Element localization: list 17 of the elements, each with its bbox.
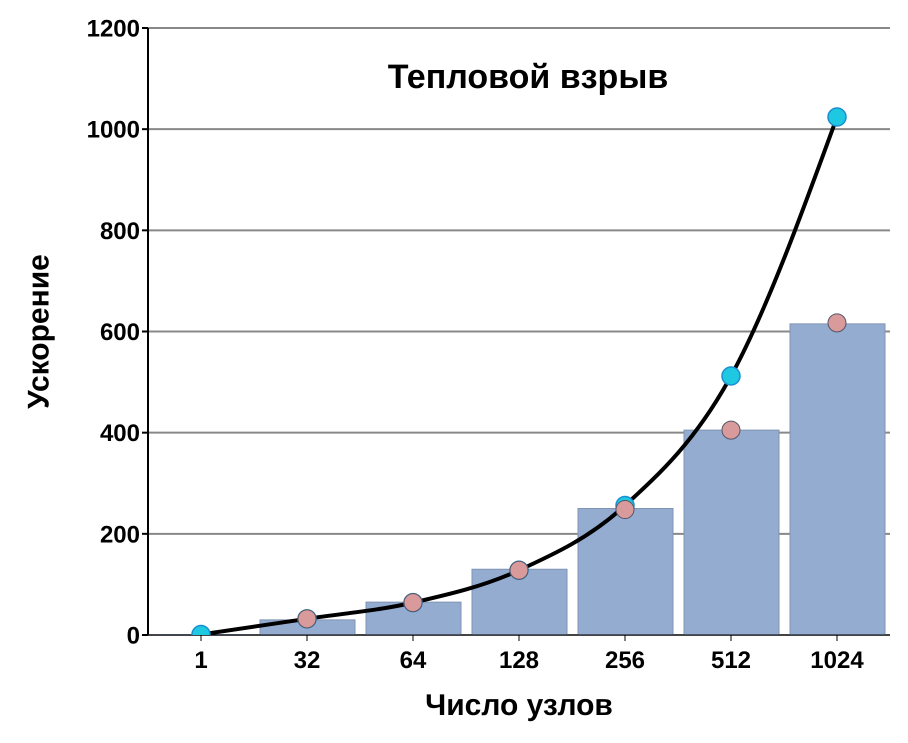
x-tick-label: 1 <box>194 647 208 674</box>
x-tick-label: 32 <box>294 647 320 674</box>
y-tick-label: 200 <box>100 521 140 548</box>
x-tick-label: 256 <box>604 647 646 674</box>
y-tick-label: 800 <box>100 218 140 245</box>
y-tick-label: 1000 <box>86 116 140 144</box>
x-tick-label: 64 <box>400 647 427 674</box>
x-tick-label: 512 <box>710 647 752 674</box>
y-tick-label: 400 <box>100 420 140 448</box>
y-tick-label: 600 <box>100 319 140 346</box>
y-axis-title: Ускорение <box>22 254 56 409</box>
text: Тепловой взрыв <box>388 58 668 96</box>
x-axis-title: Число узлов <box>425 689 613 722</box>
x-tick-label: 128 <box>498 647 540 674</box>
y-tick-label: 0 <box>126 622 140 650</box>
y-tick-label: 1200 <box>86 16 140 43</box>
x-tick-label: 1024 <box>810 647 864 674</box>
